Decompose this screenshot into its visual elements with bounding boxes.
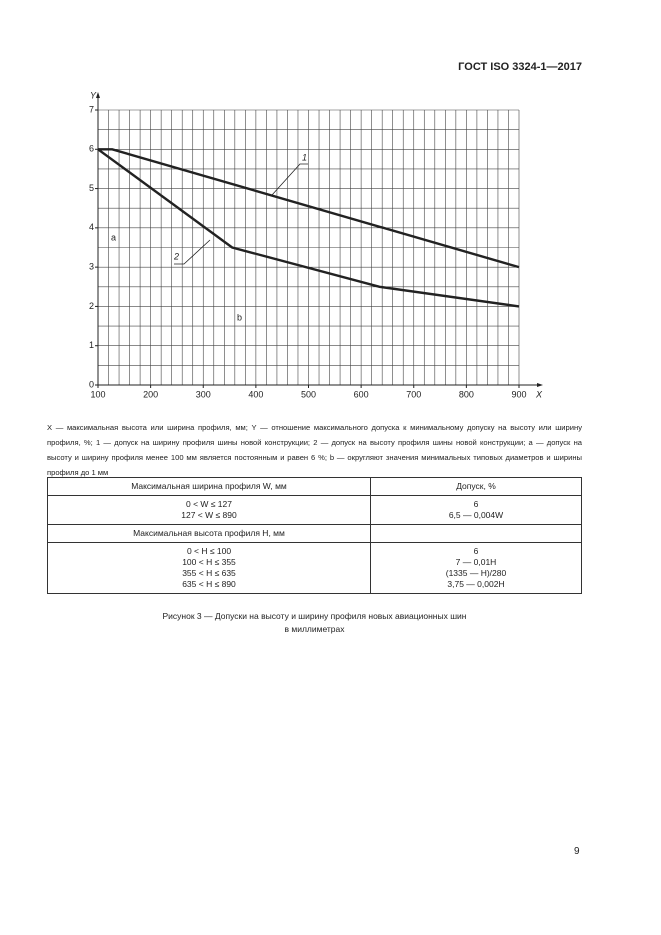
x-tick-label: 300	[196, 389, 211, 399]
table-cell: Максимальная ширина профиля W, мм	[47, 477, 371, 496]
cell-line: 3,75 — 0,002H	[447, 579, 505, 589]
y-tick-label: 7	[89, 104, 94, 114]
series-line	[98, 148, 520, 269]
table: Максимальная ширина профиля W, мм Допуск,…	[47, 477, 582, 594]
cell-line: 0 < W ≤ 127	[185, 499, 232, 509]
y-arrow	[96, 92, 100, 98]
cell-line: 0 < H ≤ 100	[186, 546, 232, 556]
y-tick-label: 1	[89, 340, 94, 350]
annotation: b	[237, 312, 242, 322]
cell-line: 127 < W ≤ 890	[181, 510, 237, 520]
y-tick-label: 0	[89, 379, 94, 389]
y-tick-label: 2	[89, 301, 94, 311]
series-label: 2	[173, 251, 179, 261]
y-tick-label: 3	[89, 262, 94, 272]
leader	[174, 239, 211, 265]
x-arrow	[537, 383, 543, 387]
series-label: 1	[302, 152, 307, 162]
cell-line: 100 < H ≤ 355	[182, 557, 236, 567]
y-tick-label: 5	[89, 183, 94, 193]
legend-text: X — максимальная высота или ширина профи…	[47, 423, 582, 477]
cell-line: Максимальная высота профиля H, мм	[133, 528, 285, 538]
table-cell: Допуск, %	[370, 477, 582, 496]
x-axis-label: X	[535, 389, 543, 399]
cell-line: 7 — 0,01H	[455, 557, 497, 567]
page-number: 9	[574, 846, 580, 857]
series-line	[97, 148, 520, 308]
x-tick-label: 700	[406, 389, 421, 399]
table-cell	[370, 524, 582, 543]
header-title: ГОСТ ISO 3324-1—2017	[458, 61, 582, 73]
x-tick-label: 900	[511, 389, 526, 399]
caption: Рисунок 3 — Допуски на высоту и ширину п…	[47, 610, 582, 636]
cell-line: 635 < H ≤ 890	[182, 579, 236, 589]
y-tick-label: 4	[89, 222, 94, 232]
table-row: 0 < W ≤ 127 127 < W ≤ 890 6 6,5 — 0,004W	[47, 495, 582, 525]
table-row: 0 < H ≤ 100 100 < H ≤ 355 355 < H ≤ 635 635…	[47, 542, 582, 594]
caption-line: Рисунок 3 — Допуски на высоту и ширину п…	[162, 611, 467, 621]
table-cell: 0 < H ≤ 100 100 < H ≤ 355 355 < H ≤ 635 635…	[47, 542, 371, 594]
cell-line: Максимальная ширина профиля W, мм	[131, 481, 287, 491]
x-tick-label: 500	[301, 389, 316, 399]
x-tick-label: 800	[459, 389, 474, 399]
caption-line: в миллиметрах	[284, 624, 345, 634]
cell-line: 6	[473, 546, 479, 556]
table-row: Максимальная высота профиля H, мм	[47, 524, 582, 543]
cell-line: 6	[473, 499, 479, 509]
cell-line: 355 < H ≤ 635	[182, 568, 236, 578]
leader	[271, 163, 308, 196]
cell-line: Допуск, %	[456, 481, 496, 491]
table-cell: Максимальная высота профиля H, мм	[47, 524, 371, 543]
y-axis-label: Y	[90, 90, 97, 100]
x-tick-label: 600	[354, 389, 369, 399]
annotation: a	[111, 232, 116, 242]
x-tick-label: 100	[90, 389, 105, 399]
table-cell: 0 < W ≤ 127 127 < W ≤ 890	[47, 495, 371, 525]
y-tick-label: 6	[89, 144, 94, 154]
cell-line: 6,5 — 0,004W	[448, 510, 504, 520]
table-cell: 6 6,5 — 0,004W	[370, 495, 582, 525]
cell-line: (1335 — H)/280	[445, 568, 507, 578]
x-tick-label: 200	[143, 389, 158, 399]
x-tick-label: 400	[248, 389, 263, 399]
table-row: Максимальная ширина профиля W, мм Допуск,…	[47, 477, 582, 496]
chart: 100 200 300 400 500 600 700 800 900 0 1 2 3 4 5 6 7 X Y 1 2 a…	[89, 90, 543, 399]
